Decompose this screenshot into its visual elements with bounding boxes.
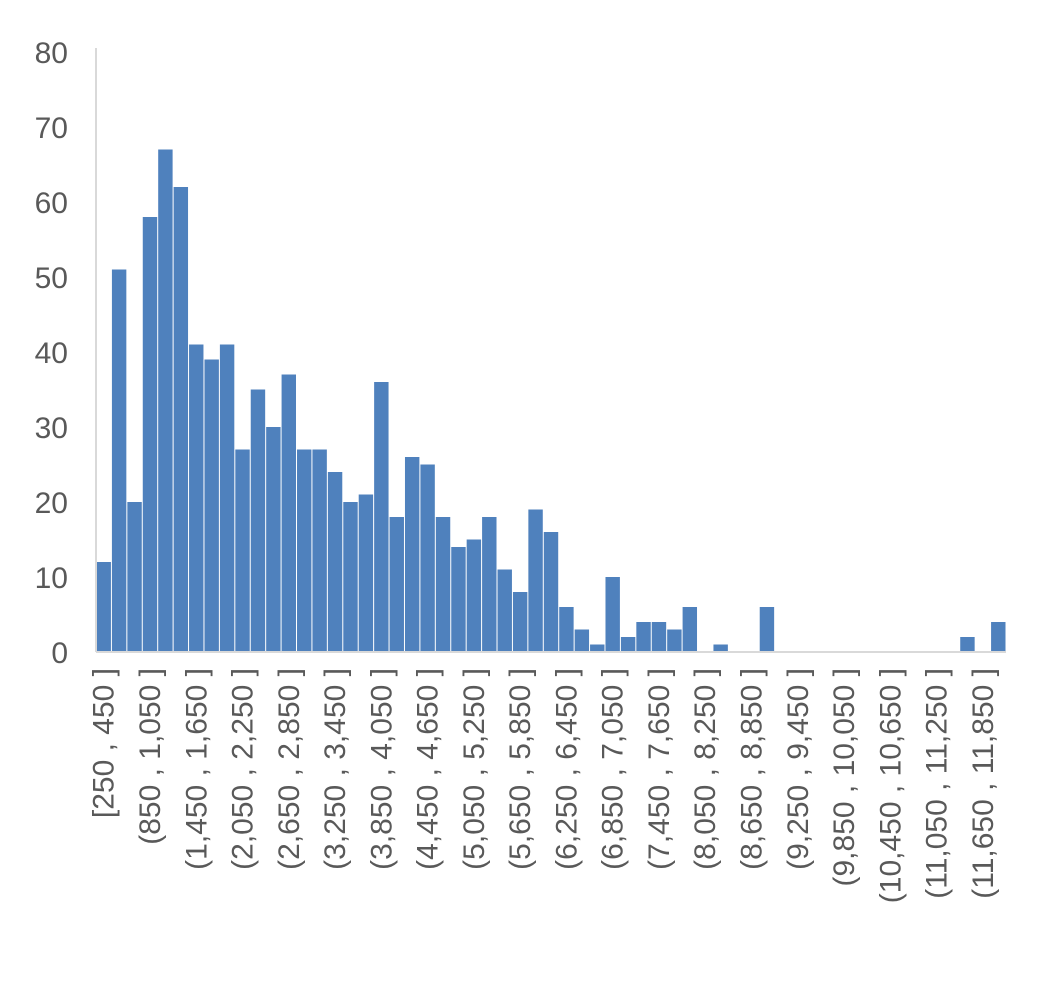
x-tick-label: (8,650 , 8,850 ] [736, 668, 769, 870]
histogram-bar [512, 592, 528, 652]
x-axis-ticks: [250 , 450 ] (850 , 1,050 ] (1,450 , 1,650… [88, 668, 1000, 903]
y-axis-ticks: 0 10 20 30 40 50 60 70 80 [35, 37, 68, 670]
histogram-bar [327, 472, 343, 652]
histogram-bar [651, 622, 667, 652]
histogram-bar [266, 427, 281, 652]
y-tick-label: 70 [35, 112, 68, 145]
histogram-bar [713, 644, 728, 652]
x-tick-label: (6,250 , 6,450 ] [550, 668, 583, 870]
y-tick-label: 20 [35, 487, 68, 520]
x-tick-label: (6,850 , 7,050 ] [597, 668, 630, 870]
histogram-bar [991, 622, 1006, 652]
histogram-bar [667, 629, 682, 652]
x-tick-label: [250 , 450 ] [88, 668, 121, 818]
x-tick-label: (1,450 , 1,650 ] [180, 668, 213, 870]
x-tick-label: (4,450 , 4,650 ] [412, 668, 445, 870]
histogram-bar [590, 644, 605, 652]
histogram-bar [636, 622, 651, 652]
x-tick-label: (5,650 , 5,850 ] [504, 668, 537, 870]
x-tick-label: (11,050 , 11,250 ] [921, 668, 954, 899]
histogram-bar [219, 344, 235, 652]
histogram-bar [158, 149, 173, 652]
x-tick-label: (11,650 , 11,850 ] [967, 668, 1000, 899]
histogram-bar [420, 464, 435, 652]
x-tick-label: (9,250 , 9,450 ] [782, 668, 815, 870]
histogram-bar [435, 517, 451, 652]
y-tick-label: 0 [51, 637, 68, 670]
histogram-bar [204, 359, 219, 652]
histogram-bar [312, 449, 327, 652]
histogram-bar [111, 269, 127, 652]
x-tick-label: (8,050 , 8,250 ] [689, 668, 722, 870]
histogram-bar [759, 607, 775, 652]
histogram-bar [466, 539, 482, 652]
histogram-bar [250, 389, 266, 652]
histogram-bar [404, 457, 420, 652]
histogram-bar [543, 532, 559, 652]
histogram-bar [297, 449, 312, 652]
histogram-bar [389, 517, 404, 652]
histogram-bar [142, 217, 158, 652]
histogram-bar [374, 382, 389, 652]
histogram-bar [682, 607, 698, 652]
histogram-bar [127, 502, 142, 652]
histogram-bar [559, 607, 574, 652]
x-tick-label: (7,450 , 7,650 ] [643, 668, 676, 870]
histogram-bar [605, 577, 620, 652]
y-tick-label: 30 [35, 412, 68, 445]
histogram-bar [960, 637, 975, 652]
histogram-bar [497, 569, 512, 652]
histogram-bar [189, 344, 204, 652]
x-tick-label: (3,250 , 3,450 ] [319, 668, 352, 870]
histogram-bar [451, 547, 466, 652]
histogram-bar [620, 637, 636, 652]
histogram-bar [235, 449, 250, 652]
x-tick-label: (3,850 , 4,050 ] [365, 668, 398, 870]
y-tick-label: 50 [35, 262, 68, 295]
histogram-bar [482, 517, 497, 652]
y-tick-label: 10 [35, 562, 68, 595]
y-tick-label: 60 [35, 187, 68, 220]
histogram-bar [96, 562, 111, 652]
bars-group [96, 149, 1006, 652]
histogram-bar [528, 509, 543, 652]
x-tick-label: (2,650 , 2,850 ] [273, 668, 306, 870]
histogram-bar [343, 502, 358, 652]
x-tick-label: (850 , 1,050 ] [134, 668, 167, 845]
y-tick-label: 40 [35, 337, 68, 370]
histogram-bar [281, 374, 296, 652]
y-tick-label: 80 [35, 37, 68, 70]
x-tick-label: (5,050 , 5,250 ] [458, 668, 491, 870]
histogram-bar [574, 629, 590, 652]
histogram-bar [173, 187, 189, 652]
x-tick-label: (2,050 , 2,250 ] [227, 668, 260, 870]
x-tick-label: (9,850 , 10,050 ] [828, 668, 861, 887]
x-tick-label: (10,450 , 10,650 ] [874, 668, 907, 903]
histogram-bar [358, 494, 374, 652]
